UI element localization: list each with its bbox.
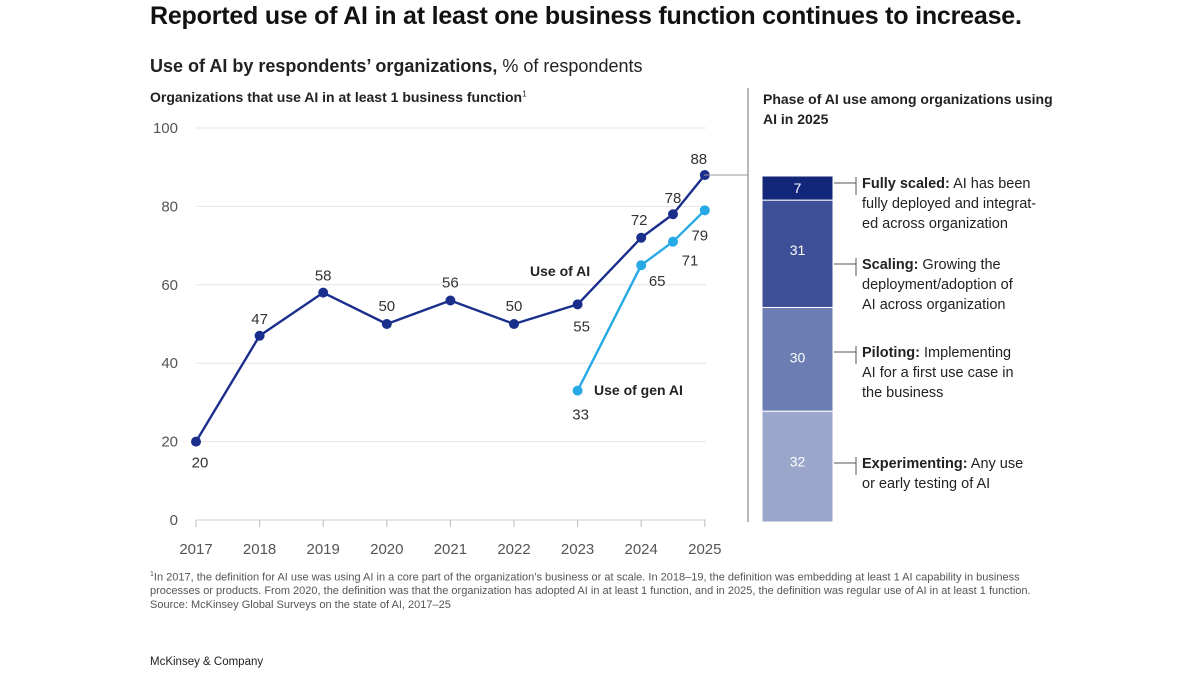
ai-point-6: [572, 299, 583, 310]
phase-desc-experimenting-line-2: or early testing of AI: [862, 476, 990, 492]
line-chart-heading-text: Organizations that use AI in at least 1 …: [150, 89, 523, 105]
line-chart-heading: Organizations that use AI in at least 1 …: [150, 89, 527, 105]
ai-data-label-7: 72: [631, 212, 648, 229]
ai-point-3: [381, 319, 392, 329]
ai-point-1: [254, 330, 265, 341]
phase-desc-fully-scaled-line-2: fully deployed and integrat-: [862, 196, 1036, 212]
source-note: Source: McKinsey Global Surveys on the s…: [150, 598, 451, 611]
gen-ai-point-3: [699, 205, 710, 216]
gen-ai-point-0: [572, 385, 583, 396]
phase-name-scaling: Scaling:: [862, 257, 918, 273]
ai-point-8: [668, 209, 678, 220]
ai-data-label-2: 58: [315, 268, 332, 285]
subtitle-unit: % of respondents: [497, 56, 643, 76]
footnote-number: 1: [150, 571, 154, 578]
ai-point-5: [509, 319, 519, 329]
ai-data-label-0: 20: [192, 455, 209, 472]
brand-name: McKinsey & Company: [150, 656, 264, 668]
ai-data-label-3: 50: [378, 298, 395, 315]
x-tick-2025: 2025: [688, 541, 721, 558]
chart-title: Reported use of AI in at least one busin…: [150, 2, 1022, 30]
phase-name-piloting: Piloting:: [862, 345, 920, 361]
series-label-ai: Use of AI: [530, 263, 590, 279]
bar-segment-label-scaling: 31: [790, 242, 806, 258]
phase-name-experimenting: Experimenting:: [862, 456, 968, 472]
x-tick-2020: 2020: [370, 541, 403, 558]
phase-desc-piloting-line-3: the business: [862, 385, 943, 401]
gen-ai-data-label-0: 33: [572, 407, 589, 424]
phase-desc-piloting-line-2: AI for a first use case in: [862, 365, 1014, 381]
x-tick-2018: 2018: [243, 541, 276, 558]
phase-desc-fully-scaled-line-1: Fully scaled: AI has been: [862, 176, 1030, 192]
footnote: 1In 2017, the definition for AI use was …: [150, 568, 1050, 612]
ai-point-0: [191, 436, 201, 447]
ai-data-label-1: 47: [251, 311, 268, 328]
x-tick-2021: 2021: [434, 541, 467, 558]
y-tick-60: 60: [161, 277, 178, 294]
stacked-bar-heading: Phase of AI use among organizations usin…: [763, 91, 1053, 127]
x-tick-2023: 2023: [561, 541, 594, 558]
phase-desc-scaling-line-1: Scaling: Growing the: [862, 257, 1001, 273]
series-line-gen-ai: [576, 209, 706, 392]
bar-segment-piloting: [761, 306, 834, 412]
gen-ai-point-2: [668, 236, 678, 247]
ai-data-label-8: 78: [665, 190, 682, 207]
y-tick-80: 80: [161, 198, 178, 215]
phase-desc-piloting-line-1: Piloting: Implementing: [862, 345, 1011, 361]
bar-segment-label-piloting: 30: [790, 349, 806, 365]
bar-segment-experimenting: [761, 410, 834, 523]
y-tick-100: 100: [153, 120, 178, 137]
phase-desc-experimenting-start: Any use: [968, 456, 1024, 472]
series-line-ai: [194, 174, 706, 443]
ai-data-label-5: 50: [506, 298, 523, 315]
phase-desc-scaling-line-2: deployment/adoption of: [862, 277, 1014, 293]
footnote-text: In 2017, the definition for AI use was u…: [150, 571, 1031, 598]
phase-desc-experimenting-line-1: Experimenting: Any use: [862, 456, 1023, 472]
x-tick-2017: 2017: [179, 541, 212, 558]
ai-point-2: [318, 287, 329, 298]
phase-desc-fully-scaled-line-3: ed across organization: [862, 216, 1008, 232]
y-tick-40: 40: [161, 355, 178, 372]
chart-subtitle: Use of AI by respondents’ organizations,…: [150, 56, 642, 77]
x-tick-2024: 2024: [625, 541, 658, 558]
gen-ai-data-label-3: 79: [691, 227, 708, 244]
gen-ai-point-1: [636, 260, 647, 271]
phase-desc-scaling-start: Growing the: [918, 257, 1000, 273]
x-tick-2022: 2022: [497, 541, 530, 558]
gen-ai-data-label-2: 71: [682, 253, 699, 270]
y-tick-0: 0: [170, 512, 178, 529]
series-label-gen-ai: Use of gen AI: [594, 382, 683, 398]
ai-data-label-6: 55: [573, 318, 590, 335]
ai-point-4: [445, 295, 456, 306]
x-tick-2019: 2019: [307, 541, 340, 558]
y-tick-20: 20: [161, 434, 178, 451]
bar-segment-label-fully-scaled: 7: [794, 180, 802, 196]
gen-ai-data-label-1: 65: [649, 273, 666, 290]
ai-point-7: [636, 232, 647, 243]
phase-name-fully-scaled: Fully scaled:: [862, 176, 950, 192]
footnote-definition: 1In 2017, the definition for AI use was …: [150, 568, 1050, 599]
bar-segment-label-experimenting: 32: [790, 453, 806, 469]
phase-desc-scaling-line-3: AI across organization: [862, 297, 1005, 313]
phase-desc-fully-scaled-start: AI has been: [950, 176, 1031, 192]
subtitle-bold: Use of AI by respondents’ organizations,: [150, 56, 498, 76]
ai-data-label-9: 88: [690, 151, 707, 168]
ai-data-label-4: 56: [442, 274, 459, 291]
phase-desc-piloting-start: Implementing: [920, 345, 1011, 361]
bar-segment-scaling: [761, 199, 834, 308]
footnote-marker: 1: [522, 89, 527, 99]
